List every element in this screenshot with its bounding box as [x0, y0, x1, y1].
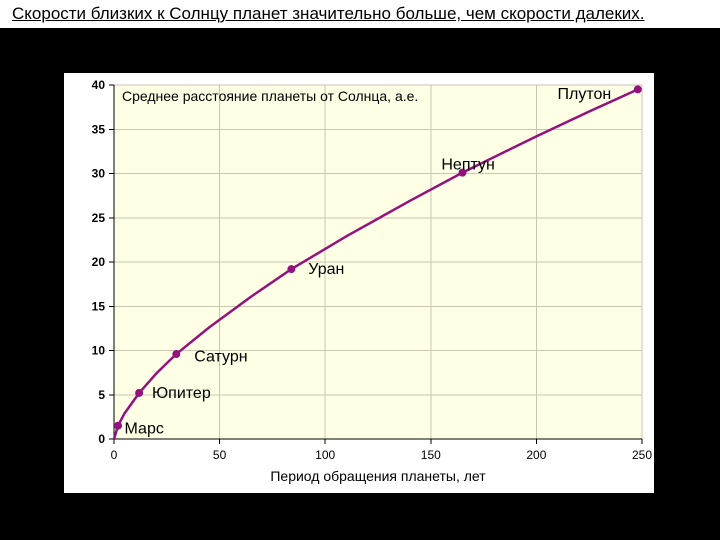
y-tick-label: 0	[98, 432, 105, 446]
x-tick-label: 50	[213, 448, 227, 462]
slide-caption: Скорости близких к Солнцу планет значите…	[0, 0, 720, 29]
x-tick-label: 250	[632, 448, 652, 462]
point-label: Сатурн	[194, 349, 247, 366]
point-label: Марс	[125, 420, 164, 437]
data-point	[634, 85, 642, 93]
data-point	[135, 389, 143, 397]
point-label: Нептун	[441, 157, 494, 174]
data-point	[114, 422, 122, 430]
x-tick-label: 0	[111, 448, 118, 462]
chart-panel: 0 5 10 15 20 25 30 35 40 0 50 100 150 200 250 Период об…	[64, 73, 654, 493]
y-tick-label: 40	[92, 78, 106, 92]
y-tick-label: 30	[92, 167, 106, 181]
y-tick-label: 25	[92, 211, 106, 225]
y-tick-label: 20	[92, 255, 106, 269]
data-point	[287, 265, 295, 273]
point-label: Уран	[308, 261, 344, 278]
y-tick-label: 15	[92, 299, 106, 313]
chart-svg: 0 5 10 15 20 25 30 35 40 0 50 100 150 200 250 Период об…	[64, 73, 654, 493]
y-tick-label: 35	[92, 122, 106, 136]
x-axis-title: Период обращения планеты, лет	[270, 468, 486, 484]
y-axis-title: Среднее расстояние планеты от Солнца, а.…	[122, 88, 418, 104]
x-tick-label: 150	[421, 448, 441, 462]
y-tick-label: 5	[98, 388, 105, 402]
point-label: Юпитер	[152, 385, 211, 402]
x-tick-label: 200	[526, 448, 546, 462]
point-label: Плутон	[558, 86, 612, 103]
data-point	[172, 350, 180, 358]
x-tick-label: 100	[315, 448, 335, 462]
y-tick-label: 10	[92, 344, 106, 358]
